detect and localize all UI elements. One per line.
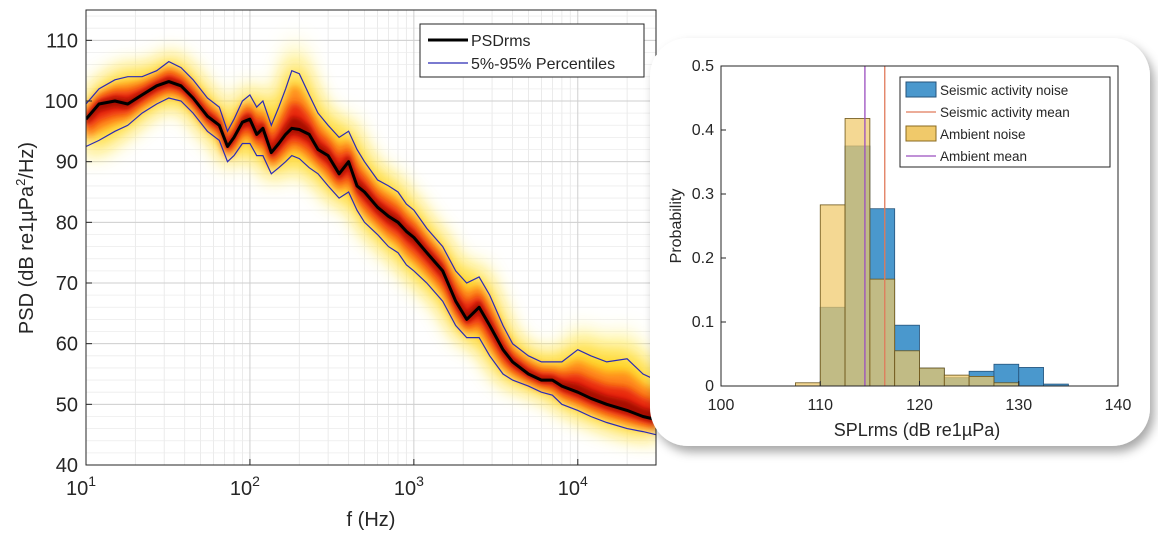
psd-x-tick-label: 102 [230,473,260,500]
histogram-bar-ambient [844,118,871,386]
psd-legend-label-percentiles: 5%-95% Percentiles [471,56,615,73]
psd-x-ticks: 101 102 103 104 [66,459,588,500]
psd-y-tick-label: 110 [46,30,78,52]
psd-chart: 101 102 103 104 40 50 60 70 80 90 100 110 f (Hz) P… [13,9,657,531]
histogram-legend-label-seismic: Seismic activity noise [940,83,1068,98]
psd-density-heatmap [86,39,656,442]
psd-legend-label-psdrms: PSDrms [471,33,531,50]
psd-y-axis-label: PSD (dB re1µPa2/Hz) [13,142,38,334]
histogram-legend-label-ambient-mean: Ambient mean [940,149,1027,164]
psd-percentile-5-line [86,97,656,436]
psd-density-red [86,72,656,427]
psd-legend: PSDrms 5%-95% Percentiles [419,23,645,78]
psd-y-axis-label-end: /Hz) [16,142,38,179]
histogram-x-axis-label: SPLrms (dB re1µPa) [834,420,1000,440]
histogram-x-tick-label: 130 [1005,397,1032,414]
histogram-x-tick-label: 120 [906,397,933,414]
psd-rms-line [86,80,656,421]
psd-y-tick-label: 60 [56,334,78,356]
histogram-y-tick-label: 0.5 [692,58,714,75]
histogram-legend-swatch-seismic [905,81,937,98]
histogram-y-tick-label: 0.2 [692,250,714,267]
psd-x-tick-label: 101 [66,473,96,500]
histogram-bar-ambient [869,278,896,386]
histogram-legend: Seismic activity noise Seismic activity … [899,76,1111,168]
histogram-chart: 100 110 120 130 140 0 0.1 0.2 0.3 0.4 0.5 SPLrms … [650,38,1150,446]
histogram-y-tick-label: 0.1 [692,314,714,331]
psd-y-tick-label: 70 [56,273,78,295]
psd-x-axis-label: f (Hz) [347,509,396,531]
psd-percentile-95-line [86,60,656,381]
histogram-bar-seismic [1018,367,1044,386]
histogram-y-tick-label: 0.4 [692,122,714,139]
psd-lines [86,60,656,436]
histogram-x-ticks: 100 110 120 130 140 [708,381,1132,414]
histogram-legend-swatch-ambient [905,125,937,142]
psd-legend-box [419,23,645,78]
psd-y-axis-label-main: PSD (dB re1µPa [16,185,38,334]
psd-y-axis-label-sup: 2 [13,179,28,186]
histogram-bar-ambient [968,375,995,386]
histogram-bar-ambient [894,350,920,386]
histogram-bars [795,118,1069,386]
histogram-y-tick-label: 0 [705,378,714,395]
histogram-bar-ambient [919,367,945,386]
histogram-x-tick-label: 100 [708,397,735,414]
histogram-x-tick-label: 140 [1105,397,1132,414]
histogram-x-tick-label: 110 [807,397,833,414]
psd-y-tick-label: 100 [45,91,78,113]
histogram-legend-label-seismic-mean: Seismic activity mean [940,105,1070,120]
histogram-y-tick-label: 0.3 [692,186,714,203]
histogram-bar-ambient [819,204,846,386]
histogram-bar-ambient [943,374,970,386]
psd-y-tick-label: 50 [56,394,78,416]
psd-x-tick-label: 103 [394,473,424,500]
psd-y-tick-label: 90 [56,152,78,174]
histogram-y-axis-label: Probability [668,189,685,264]
psd-y-tick-label: 40 [56,455,78,477]
psd-y-tick-label: 80 [56,212,78,234]
psd-y-ticks: 40 50 60 70 80 90 100 110 [45,30,92,477]
histogram-mean-lines [864,66,886,386]
psd-x-tick-label: 104 [558,473,588,500]
histogram-y-ticks: 0 0.1 0.2 0.3 0.4 0.5 [692,58,726,395]
histogram-legend-label-ambient: Ambient noise [940,127,1026,142]
